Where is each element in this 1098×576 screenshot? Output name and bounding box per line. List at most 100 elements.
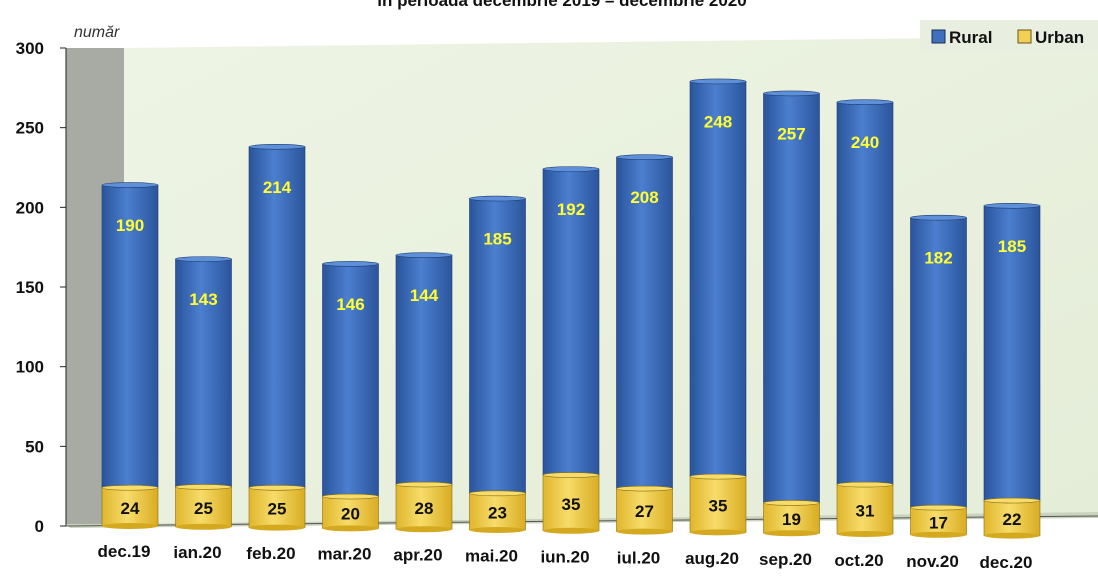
data-label-urban: 31 — [856, 501, 875, 520]
bar-rural — [101, 184, 159, 489]
bar-urban-top — [689, 473, 747, 480]
bar-group-apr-20: 144 28 — [395, 252, 453, 533]
bar-urban — [763, 502, 820, 534]
y-tick-label: 50 — [25, 437, 44, 456]
bar-rural-top — [983, 202, 1041, 209]
bar-urban-base — [322, 525, 379, 532]
bar-urban-top — [983, 497, 1041, 504]
bar-group-iun-20: 192 35 — [542, 166, 600, 534]
data-label-urban: 28 — [415, 499, 434, 518]
legend-label-rural: Rural — [949, 28, 992, 47]
bar-group-dec-20: 185 22 — [983, 202, 1041, 539]
y-tick-label: 150 — [16, 278, 44, 297]
data-label-urban: 35 — [562, 495, 581, 514]
x-tick-label: mai.20 — [465, 547, 518, 566]
x-tick-label: dec.20 — [980, 553, 1033, 572]
y-axis-ticks: 0 50 100 150 200 250 300 — [16, 39, 66, 536]
bar-rural — [248, 146, 306, 489]
data-label-rural: 144 — [410, 286, 439, 305]
y-tick-label: 200 — [16, 198, 44, 217]
y-tick-label: 300 — [16, 39, 44, 58]
data-label-rural: 257 — [777, 124, 805, 143]
legend: Rural Urban — [920, 20, 1098, 52]
bar-rural-top — [763, 90, 820, 97]
data-label-rural: 190 — [116, 216, 144, 235]
data-label-urban: 25 — [194, 499, 213, 518]
bar-rural — [322, 263, 379, 497]
bar-rural-top — [910, 214, 967, 221]
bar-rural — [689, 81, 747, 477]
bar-group-nov-20: 182 17 — [910, 214, 967, 538]
bar-urban-top — [763, 500, 820, 506]
data-label-rural: 192 — [557, 200, 585, 219]
bar-rural-top — [101, 182, 159, 188]
bar-rural — [175, 258, 232, 488]
y-tick-label: 100 — [16, 358, 44, 377]
x-tick-label: oct.20 — [834, 551, 883, 570]
bar-urban — [910, 507, 967, 536]
x-tick-label: feb.20 — [246, 544, 295, 563]
data-label-urban: 35 — [709, 497, 728, 516]
data-label-urban: 27 — [635, 502, 654, 521]
bar-rural-top — [689, 78, 747, 85]
data-label-rural: 143 — [189, 290, 217, 309]
data-label-urban: 23 — [488, 504, 507, 523]
data-label-rural: 182 — [924, 249, 952, 268]
bar-rural-top — [322, 261, 379, 267]
bar-urban-base — [690, 529, 746, 536]
bar-urban-top — [616, 485, 673, 492]
bar-urban-base — [837, 531, 893, 537]
x-tick-label: mar.20 — [318, 545, 372, 564]
x-tick-label: aug.20 — [685, 549, 739, 568]
bar-urban-base — [763, 530, 820, 537]
bar-urban-base — [616, 528, 673, 535]
x-tick-label: dec.19 — [98, 542, 151, 561]
bar-urban-base — [469, 527, 526, 533]
data-label-rural: 185 — [483, 230, 511, 249]
bar-group-dec-19: 190 24 — [101, 182, 159, 529]
bar-urban-top — [175, 484, 232, 490]
bar-rural-top — [542, 166, 600, 172]
data-label-urban: 19 — [782, 510, 801, 529]
bar-urban-base — [543, 527, 599, 534]
bar-rural-top — [469, 195, 526, 202]
bar-urban — [616, 488, 673, 532]
x-tick-label: iul.20 — [617, 548, 660, 567]
legend-swatch-urban — [1017, 29, 1032, 44]
y-unit-label: număr — [74, 24, 120, 41]
bar-urban-base — [396, 526, 452, 533]
x-tick-label: iun.20 — [540, 547, 589, 566]
bar-rural-top — [395, 252, 453, 258]
legend-background — [920, 20, 1098, 52]
x-axis-labels: dec.19 ian.20 feb.20 mar.20 apr.20 mai.20 iun.… — [98, 542, 1033, 572]
bar-urban-top — [542, 472, 600, 478]
bar-urban — [175, 486, 232, 528]
bar-rural — [983, 205, 1041, 501]
legend-label-urban: Urban — [1035, 28, 1084, 47]
x-tick-label: sep.20 — [759, 550, 812, 569]
bar-rural — [469, 198, 526, 494]
data-label-urban: 22 — [1003, 510, 1022, 529]
bar-rural — [616, 156, 673, 489]
bar-rural — [836, 101, 894, 485]
bar-group-mar-20: 146 20 — [322, 261, 379, 532]
y-tick-label: 0 — [35, 517, 44, 536]
data-label-rural: 146 — [336, 295, 364, 314]
bar-group-mai-20: 185 23 — [469, 195, 526, 533]
y-tick-label: 250 — [16, 119, 44, 138]
bar-urban-base — [984, 532, 1040, 539]
bar-rural — [395, 254, 453, 485]
bar-urban-base — [249, 524, 305, 531]
bar-urban-top — [910, 504, 967, 511]
bar-group-oct-20: 240 31 — [836, 99, 894, 537]
data-label-urban: 25 — [268, 500, 287, 519]
bar-urban-base — [175, 523, 232, 530]
data-label-urban: 17 — [929, 513, 948, 532]
bars: 190 24 143 25 214 25 146 20 144 28 185 23 192 35 208 27… — [101, 78, 1041, 539]
bar-group-iul-20: 208 27 — [616, 154, 673, 535]
bar-urban-top — [322, 493, 379, 500]
bar-urban — [248, 487, 306, 528]
data-label-rural: 214 — [263, 178, 292, 197]
